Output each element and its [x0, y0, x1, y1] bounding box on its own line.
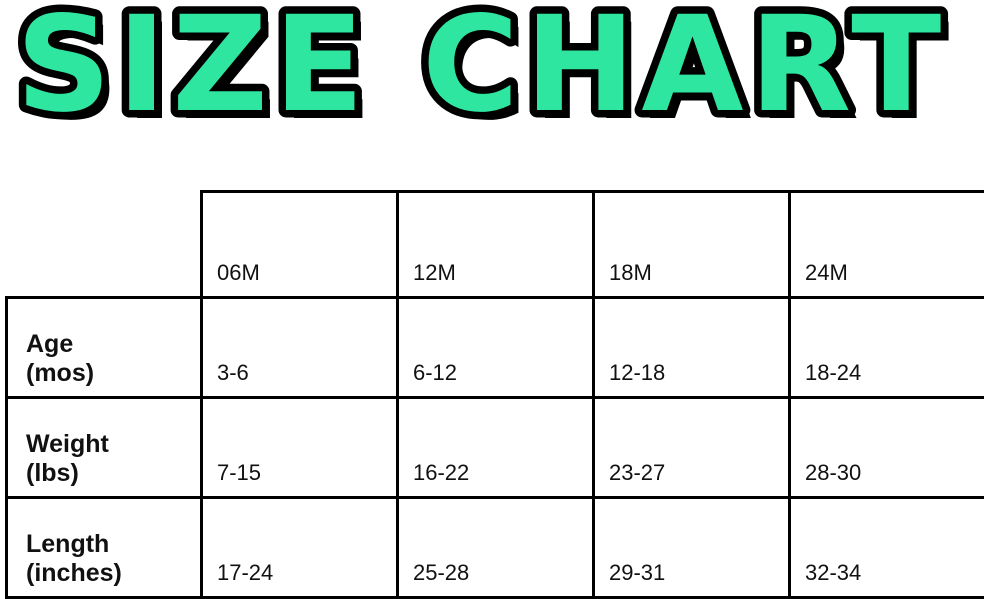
cell-age-06m: 3-6 [202, 298, 398, 398]
row-label-age-name: Age [26, 330, 73, 358]
page-title: SIZE CHART [16, 0, 947, 142]
measurements-table: 06M 12M 18M 24M Age (mos) 3-6 6-12 12-18… [5, 190, 984, 599]
column-header-06m: 06M [202, 192, 398, 298]
size-chart-table: 06M 12M 18M 24M Age (mos) 3-6 6-12 12-18… [0, 190, 984, 560]
cell-age-24m: 18-24 [790, 298, 984, 398]
cell-length-18m: 29-31 [594, 498, 790, 598]
cell-weight-06m: 7-15 [202, 398, 398, 498]
table-header-row: 06M 12M 18M 24M [7, 192, 984, 298]
row-label-length-unit: (inches) [26, 559, 200, 588]
cell-length-12m: 25-28 [398, 498, 594, 598]
cell-age-18m: 12-18 [594, 298, 790, 398]
column-header-24m: 24M [790, 192, 984, 298]
row-label-length-name: Length [26, 530, 109, 558]
corner-cell [7, 192, 202, 298]
row-label-weight-name: Weight [26, 430, 109, 458]
cell-length-24m: 32-34 [790, 498, 984, 598]
table-row: Length (inches) 17-24 25-28 29-31 32-34 [7, 498, 984, 598]
cell-weight-24m: 28-30 [790, 398, 984, 498]
table-row: Weight (lbs) 7-15 16-22 23-27 28-30 [7, 398, 984, 498]
row-label-age-unit: (mos) [26, 359, 200, 388]
column-header-12m: 12M [398, 192, 594, 298]
row-label-age: Age (mos) [7, 298, 202, 398]
row-label-length: Length (inches) [7, 498, 202, 598]
title-block: SIZE CHART SIZE CHART SIZE CHART [0, 0, 984, 150]
column-header-18m: 18M [594, 192, 790, 298]
cell-weight-12m: 16-22 [398, 398, 594, 498]
cell-length-06m: 17-24 [202, 498, 398, 598]
cell-weight-18m: 23-27 [594, 398, 790, 498]
table-row: Age (mos) 3-6 6-12 12-18 18-24 [7, 298, 984, 398]
row-label-weight: Weight (lbs) [7, 398, 202, 498]
title-artwork: SIZE CHART SIZE CHART SIZE CHART [0, 0, 984, 150]
cell-age-12m: 6-12 [398, 298, 594, 398]
row-label-weight-unit: (lbs) [26, 459, 200, 488]
